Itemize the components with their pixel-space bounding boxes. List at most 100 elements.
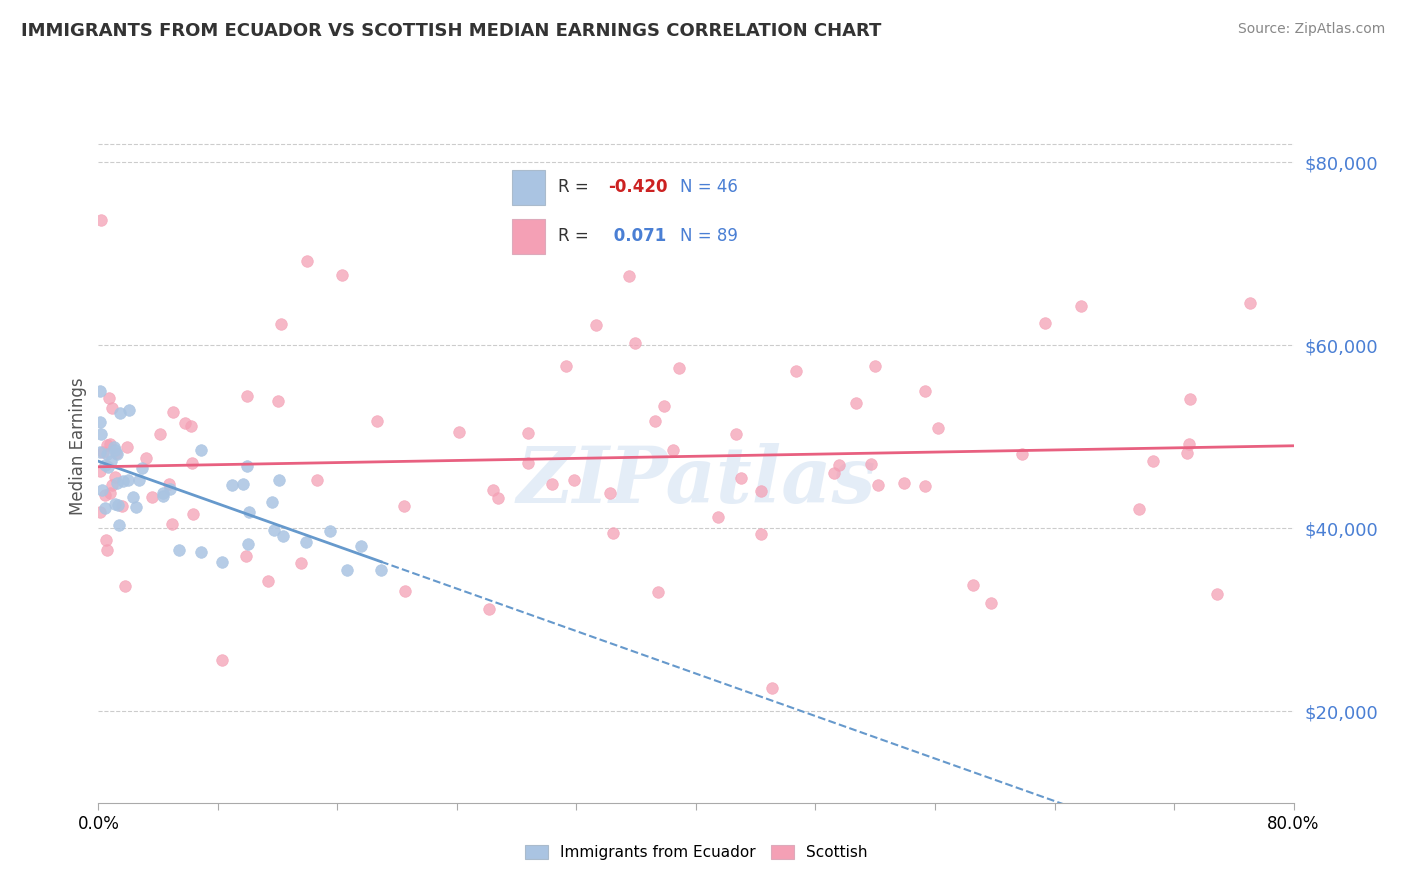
Point [108,518,131,533]
Point [149,426,172,441]
Point [893,476,915,491]
Point [131,461,153,475]
Point [94,501,117,516]
Text: Source: ZipAtlas.com: Source: ZipAtlas.com [1237,22,1385,37]
Point [478,602,501,616]
Point [108,406,131,420]
Point [260,495,283,509]
Point [101,478,124,492]
Point [1011,447,1033,461]
Text: ZIPatlas: ZIPatlas [516,443,876,520]
Point [105,447,128,461]
Point [89,445,111,459]
Point [599,485,621,500]
Point [125,500,148,514]
Text: R =: R = [558,227,589,245]
Point [366,414,388,428]
Point [235,549,257,563]
Point [181,508,204,522]
Point [105,476,128,491]
Point [89,415,111,429]
Point [927,421,949,435]
Point [89,213,111,227]
Point [114,579,136,593]
Text: N = 89: N = 89 [681,227,738,245]
Point [96,438,118,452]
Point [724,427,747,442]
Point [100,486,122,500]
Point [863,359,886,374]
Point [394,499,416,513]
Point [94,458,117,473]
Point [270,317,292,331]
Point [761,681,783,695]
Point [668,361,690,376]
Point [1128,501,1150,516]
Point [845,396,868,410]
Point [236,389,259,403]
Y-axis label: Median Earnings: Median Earnings [69,377,87,515]
Point [89,505,111,519]
Point [190,442,212,457]
Point [623,336,645,351]
Legend: Immigrants from Ecuador, Scottish: Immigrants from Ecuador, Scottish [519,839,873,866]
Point [263,524,285,538]
Point [350,539,373,553]
Point [211,555,233,569]
Point [1142,454,1164,468]
Point [157,476,180,491]
Point [540,477,562,491]
Point [159,482,181,496]
Point [90,426,112,441]
Point [555,359,578,374]
Point [104,446,127,460]
Point [370,563,392,577]
Text: IMMIGRANTS FROM ECUADOR VS SCOTTISH MEDIAN EARNINGS CORRELATION CHART: IMMIGRANTS FROM ECUADOR VS SCOTTISH MEDI… [21,22,882,40]
Point [122,490,145,504]
Point [294,535,316,549]
Point [167,543,190,558]
Point [486,491,509,505]
Point [516,425,538,440]
Bar [512,219,546,253]
Point [211,653,233,667]
Point [394,584,416,599]
Point [89,464,111,478]
Point [238,537,260,551]
Text: R =: R = [558,178,589,196]
Point [749,483,772,498]
Bar [512,169,546,205]
Point [267,393,290,408]
Point [111,499,134,513]
Point [707,509,730,524]
Point [785,364,807,378]
Point [162,404,184,418]
Point [860,457,883,471]
Point [96,447,118,461]
Point [267,473,290,487]
Point [330,268,353,283]
Point [94,488,117,502]
Point [449,425,471,439]
Point [1206,587,1229,601]
Point [914,384,936,398]
Point [823,467,845,481]
Point [98,436,121,450]
Point [295,254,318,268]
Point [271,529,294,543]
Point [174,417,197,431]
Point [91,483,114,497]
Point [749,527,772,541]
Point [98,391,121,405]
Point [602,525,624,540]
Point [104,442,127,457]
Point [290,556,312,570]
Point [128,474,150,488]
Point [152,486,174,500]
Point [962,577,984,591]
Point [647,584,669,599]
Point [112,474,135,488]
Point [104,469,127,483]
Point [585,318,607,332]
Point [730,470,752,484]
